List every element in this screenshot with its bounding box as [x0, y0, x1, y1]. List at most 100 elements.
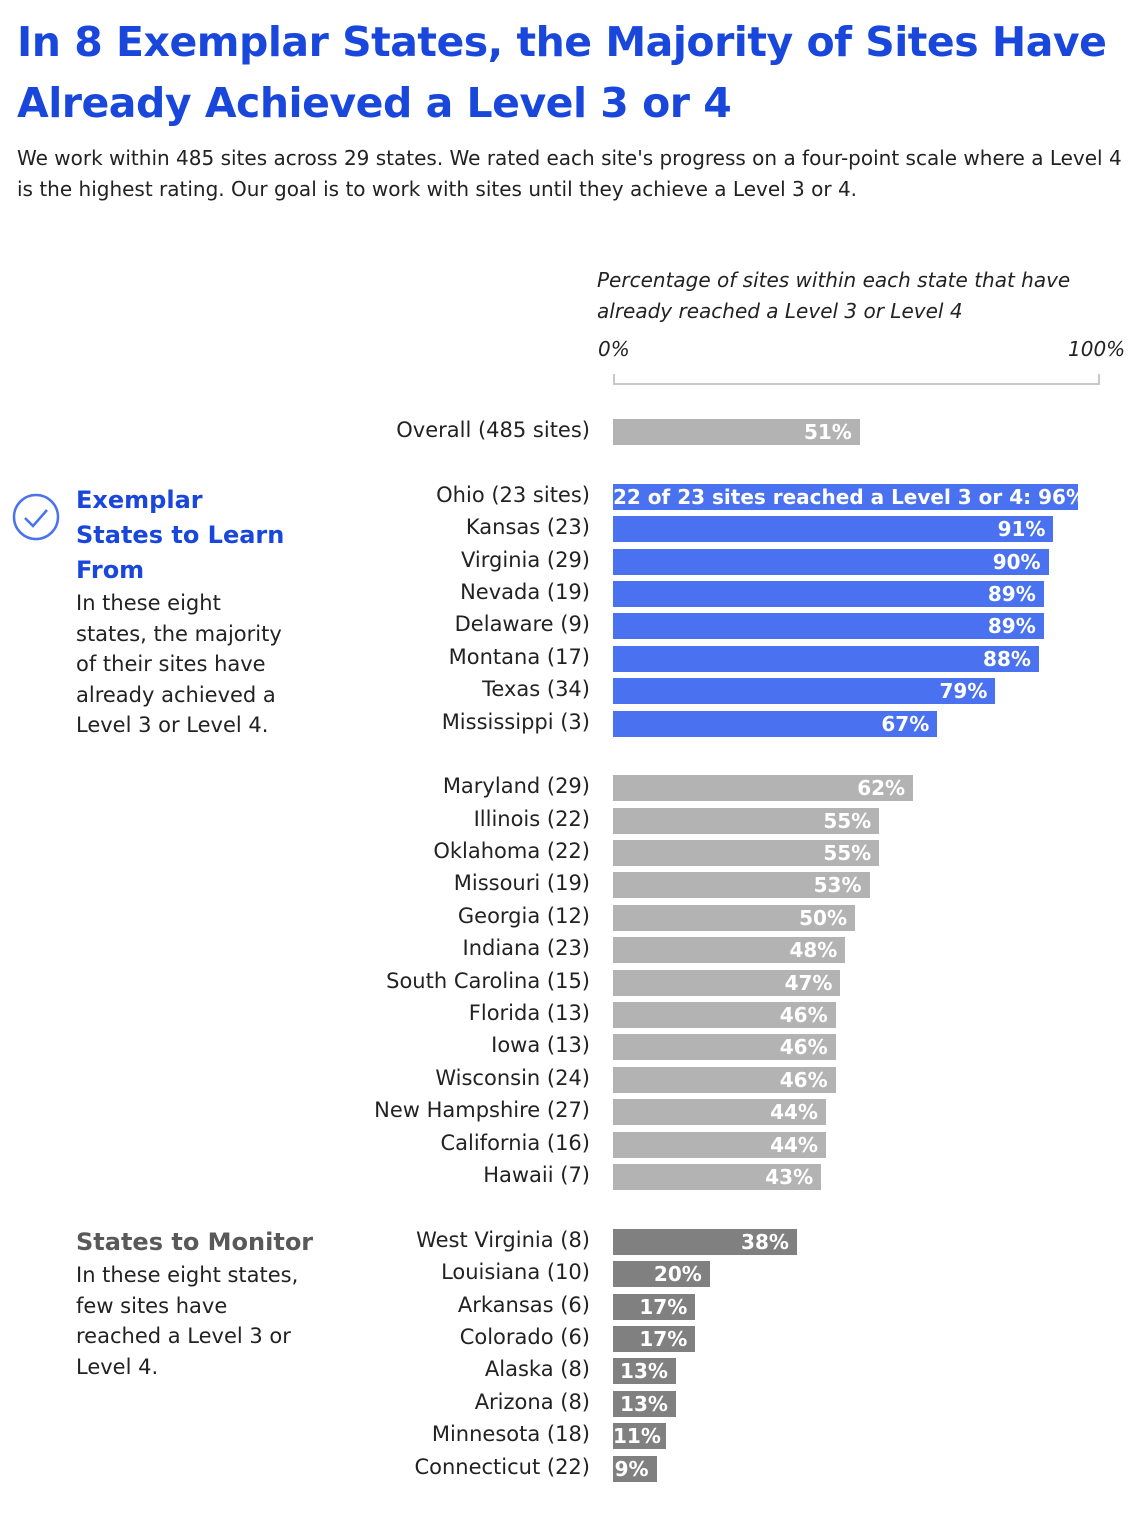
data-label: 51% — [803, 420, 852, 444]
data-label: 88% — [983, 646, 1031, 671]
bar-monitor: 17% — [613, 1325, 696, 1352]
category-label: New Hampshire (27) — [374, 1098, 590, 1123]
category-label: Arizona (8) — [474, 1389, 590, 1414]
data-label: 46% — [779, 1035, 828, 1060]
category-label: Texas (34) — [482, 677, 590, 702]
category-label: Alaska (8) — [484, 1357, 590, 1382]
bar-middle: 62% — [613, 775, 914, 802]
bar-row: Wisconsin (24) 46% — [0, 1064, 1137, 1096]
bar-row: Iowa (13) 46% — [0, 1031, 1137, 1063]
data-label: 47% — [784, 970, 833, 995]
category-label: Maryland (29) — [442, 774, 590, 799]
axis-title: Percentage of sites within each state th… — [597, 268, 1071, 323]
bar-row: Overall (485 sites) 51% — [0, 416, 1137, 448]
data-label: 11% — [613, 1424, 661, 1449]
category-label: Nevada (19) — [460, 579, 590, 604]
bar-row: Arizona (8) 13% — [0, 1388, 1137, 1420]
category-label: Virginia (29) — [461, 547, 590, 572]
bar-exemplar: 90% — [613, 548, 1049, 575]
category-label: California (16) — [440, 1130, 590, 1155]
bar-row: Georgia (12) 50% — [0, 902, 1137, 934]
bar-exemplar: 79% — [613, 678, 996, 705]
bar-row: Alaska (8) 13% — [0, 1355, 1137, 1387]
category-label: Connecticut (22) — [414, 1454, 590, 1479]
bar-middle: 46% — [613, 1002, 836, 1029]
category-label: Georgia (12) — [457, 903, 590, 928]
category-label: Minnesota (18) — [431, 1422, 590, 1447]
category-label: Oklahoma (22) — [433, 839, 590, 864]
monitor-heading: States to Monitor — [76, 1228, 314, 1256]
tick-label-0: 0% — [598, 337, 630, 361]
category-label: Overall (485 sites) — [396, 418, 590, 442]
data-label: 79% — [939, 679, 988, 704]
bar-row: Nevada (19) 89% — [0, 578, 1137, 610]
data-label: 46% — [779, 1003, 828, 1028]
category-label: Montana (17) — [448, 644, 590, 669]
bar-row: Louisiana (10) 20% — [0, 1258, 1137, 1290]
bar-row: Kansas (23) 91% — [0, 513, 1137, 545]
bar-row: West Virginia (8) 38% — [0, 1226, 1137, 1258]
check-circle-icon — [12, 493, 60, 541]
data-label: 89% — [987, 581, 1036, 606]
bar-overall: 51% — [613, 419, 860, 445]
bar-row: South Carolina (15) 47% — [0, 967, 1137, 999]
data-label: 9% — [614, 1456, 649, 1481]
bar-row: California (16) 44% — [0, 1129, 1137, 1161]
bar-exemplar: 89% — [613, 580, 1044, 607]
data-label: 13% — [620, 1391, 668, 1416]
bar-monitor: 13% — [613, 1390, 676, 1417]
category-label: Hawaii (7) — [483, 1162, 590, 1187]
data-label: 53% — [813, 873, 862, 898]
bar-monitor: 13% — [613, 1358, 676, 1385]
data-label: 38% — [741, 1229, 789, 1254]
data-label: 13% — [620, 1359, 668, 1384]
category-label: Colorado (6) — [459, 1324, 590, 1349]
monitor-note: States to Monitor In these eight states,… — [76, 1225, 336, 1382]
data-label: 44% — [770, 1132, 818, 1157]
bar-row: Hawaii (7) 43% — [0, 1161, 1137, 1193]
group-spacer — [0, 740, 1137, 772]
data-label: 50% — [799, 905, 847, 930]
bar-monitor: 20% — [613, 1261, 710, 1288]
bar-row: Ohio (23 sites) 22 of 23 sites reached a … — [0, 481, 1137, 513]
bar-row: Connecticut (22) 9% — [0, 1453, 1137, 1485]
bar-row: Oklahoma (22) 55% — [0, 837, 1137, 869]
bar-middle: 44% — [613, 1099, 826, 1126]
bar-row: Missouri (19) 53% — [0, 869, 1137, 901]
category-label: Florida (13) — [468, 1001, 590, 1026]
data-label: 55% — [823, 841, 872, 866]
bar-exemplar: 22 of 23 sites reached a Level 3 or 4: 9… — [613, 483, 1086, 510]
bar-row: Delaware (9) 89% — [0, 610, 1137, 642]
bar-chart: Overall (485 sites) 51% Ohio (23 sites) 22 … — [0, 416, 1137, 1485]
subtitle: We work within 485 sites across 29 state… — [17, 146, 1122, 201]
data-label: 55% — [823, 808, 872, 833]
data-label: 43% — [765, 1164, 814, 1189]
data-label: 22 of 23 sites reached a Level 3 or 4: 9… — [613, 484, 1086, 509]
bar-middle: 47% — [613, 969, 841, 996]
axis-bracket — [613, 374, 1100, 385]
bar-row: Mississippi (3) 67% — [0, 708, 1137, 740]
bar-row: Texas (34) 79% — [0, 675, 1137, 707]
bar-monitor: 11% — [613, 1423, 667, 1450]
monitor-text: In these eight states, few sites have re… — [76, 1263, 299, 1379]
data-label: 67% — [881, 711, 930, 736]
data-label: 62% — [857, 776, 906, 801]
category-label: Kansas (23) — [465, 515, 590, 540]
bar-exemplar: 67% — [613, 710, 938, 737]
data-label: 20% — [653, 1262, 702, 1287]
bar-exemplar: 89% — [613, 613, 1044, 640]
data-label: 90% — [992, 549, 1041, 574]
bar-row: New Hampshire (27) 44% — [0, 1096, 1137, 1128]
data-label: 17% — [639, 1294, 688, 1319]
bar-row: Maryland (29) 62% — [0, 772, 1137, 804]
bar-middle: 46% — [613, 1034, 836, 1061]
bar-middle: 53% — [613, 872, 870, 899]
data-label: 48% — [789, 938, 838, 963]
data-label: 44% — [770, 1100, 818, 1125]
bar-row: Colorado (6) 17% — [0, 1323, 1137, 1355]
bar-middle: 50% — [613, 904, 855, 931]
bar-row: Illinois (22) 55% — [0, 805, 1137, 837]
category-label: Missouri (19) — [453, 871, 590, 896]
bar-row: Montana (17) 88% — [0, 643, 1137, 675]
